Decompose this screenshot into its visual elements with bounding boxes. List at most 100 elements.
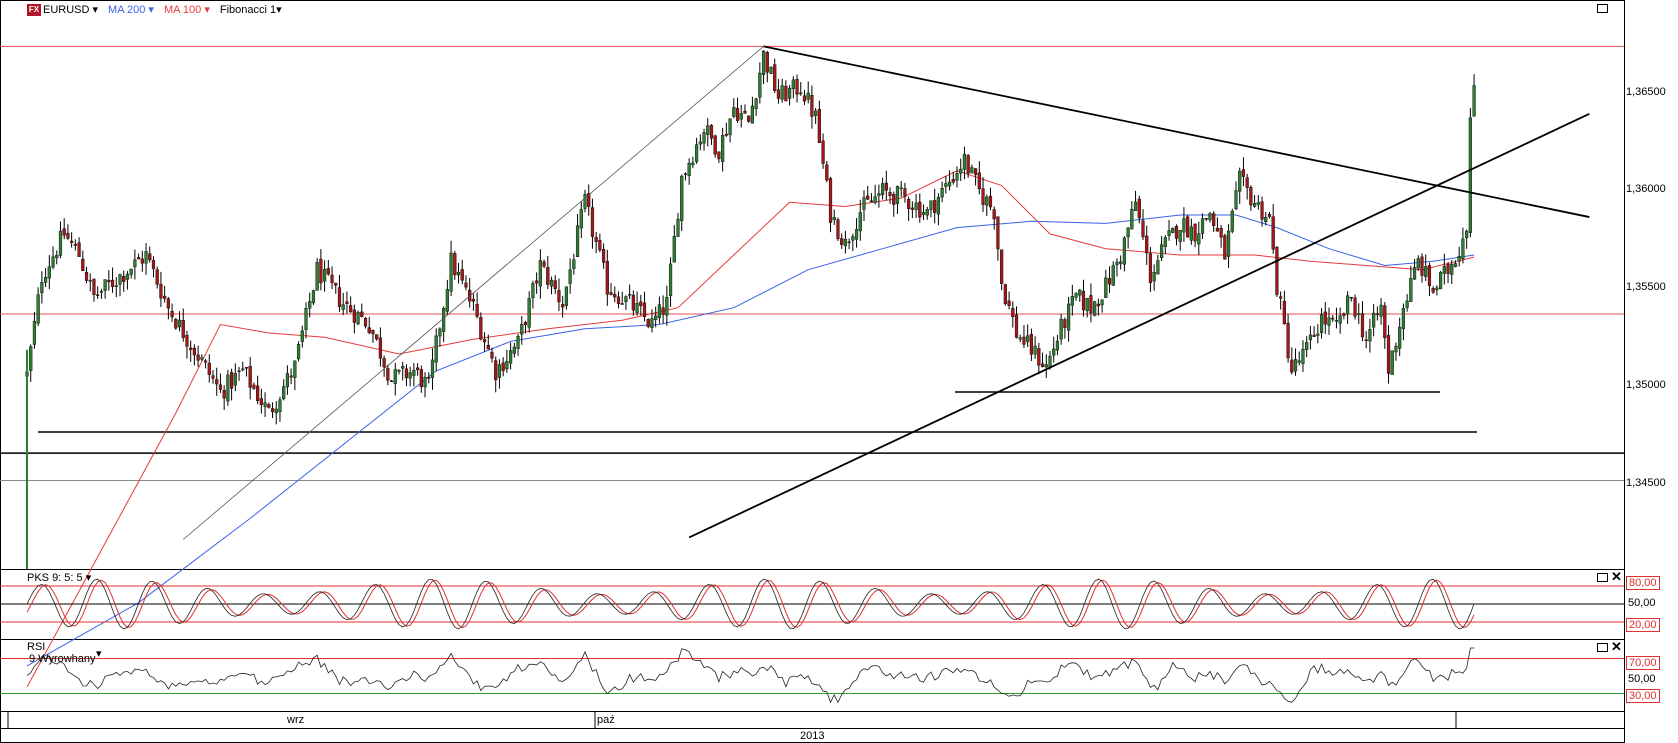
- candle-body: [724, 133, 728, 136]
- candle-body: [1029, 333, 1033, 355]
- candle-body: [1442, 265, 1446, 274]
- maximize-rsi-button[interactable]: [1597, 643, 1608, 652]
- candle-body: [732, 107, 736, 117]
- candle-body: [92, 278, 96, 295]
- candle-body: [1137, 198, 1141, 219]
- candle-body: [1104, 277, 1108, 299]
- candle-body: [713, 135, 717, 155]
- fibonacci-selector[interactable]: Fibonacci 1▾: [220, 3, 282, 16]
- candle-body: [1260, 201, 1264, 220]
- symbol-selector[interactable]: EURUSD ▾: [43, 3, 98, 16]
- candle-body: [639, 301, 643, 307]
- chevron-down-icon: ▾: [92, 4, 99, 16]
- candle-body: [1171, 227, 1175, 233]
- candle-body: [114, 285, 118, 287]
- candle-body: [1316, 333, 1320, 336]
- candle-body: [490, 351, 494, 359]
- candle-body: [1264, 216, 1268, 223]
- stoch-level-50: 50,00: [1628, 597, 1656, 609]
- candle-body: [1394, 345, 1398, 353]
- candle-body: [933, 200, 937, 213]
- candle-body: [32, 321, 37, 345]
- candle-body: [1130, 208, 1134, 230]
- stoch-signal-line: [26, 579, 1475, 629]
- trendlines: [182, 45, 1590, 540]
- candle-body: [1334, 320, 1339, 322]
- candle-body: [1427, 265, 1432, 286]
- candle-body: [96, 294, 100, 296]
- candle-body: [1115, 261, 1119, 266]
- candle-body: [215, 379, 219, 385]
- close-rsi-icon[interactable]: ✕: [1611, 639, 1622, 654]
- candle-body: [196, 354, 200, 361]
- candle-body: [620, 303, 624, 305]
- candle-body: [185, 335, 189, 347]
- candle-body: [229, 372, 234, 389]
- rsi-subtitle: 9 Wyrowhany: [29, 653, 96, 665]
- candle-body: [646, 319, 650, 327]
- candle-body: [1089, 295, 1093, 314]
- candle-body: [296, 344, 301, 360]
- candle-body: [1100, 299, 1104, 306]
- candle-body: [910, 207, 914, 210]
- stoch-level-80: 80,00: [1626, 576, 1660, 590]
- candle-body: [881, 183, 885, 195]
- candle-body: [1301, 348, 1305, 364]
- stoch-header[interactable]: PKS 9: 5: 5 ▾: [27, 571, 91, 584]
- candle-body: [821, 140, 825, 164]
- candle-body: [791, 79, 795, 89]
- candle-body: [1282, 300, 1286, 325]
- rsi-level-30: 30,00: [1626, 689, 1660, 703]
- candle-body: [375, 334, 379, 340]
- candle-body: [739, 113, 743, 120]
- candle-body: [315, 262, 319, 291]
- ma200-selector[interactable]: MA 200 ▾: [108, 3, 154, 16]
- candle-body: [795, 79, 799, 95]
- candle-body: [148, 253, 152, 261]
- candle-body: [464, 282, 468, 288]
- candle-body: [974, 168, 978, 175]
- candle-body: [1364, 339, 1368, 341]
- month-label-paz: paź: [597, 714, 615, 726]
- stoch-level-20: 20,00: [1626, 618, 1660, 632]
- maximize-price-panel-button[interactable]: [1597, 4, 1608, 13]
- candle-body: [947, 181, 952, 187]
- candle-body: [1033, 345, 1037, 355]
- candle-body: [367, 327, 371, 334]
- candle-body: [758, 72, 762, 98]
- candle-body: [691, 162, 695, 166]
- chevron-down-icon[interactable]: ▾: [96, 648, 102, 660]
- candle-body: [1011, 308, 1015, 317]
- candle-body: [561, 304, 565, 308]
- candle-body: [650, 318, 654, 329]
- candle-body: [163, 295, 167, 299]
- candle-body: [1119, 261, 1123, 264]
- ma100-selector[interactable]: MA 100 ▾: [164, 3, 210, 16]
- candle-body: [1453, 263, 1458, 267]
- candle-body: [1357, 313, 1361, 315]
- candle-body: [501, 362, 505, 371]
- candle-body: [401, 366, 405, 369]
- candle-body: [1223, 235, 1227, 260]
- fx-logo-icon: FX: [27, 4, 41, 16]
- candle-body: [70, 240, 74, 243]
- candle-body: [1327, 317, 1331, 326]
- candle-body: [918, 201, 922, 218]
- maximize-stoch-button[interactable]: [1597, 573, 1608, 582]
- candle-body: [393, 369, 397, 384]
- candle-body: [1450, 263, 1454, 275]
- candle-body: [884, 182, 888, 191]
- candle-body: [1219, 227, 1223, 238]
- candle-body: [382, 358, 386, 368]
- candle-body: [1159, 244, 1164, 259]
- candle-body: [62, 228, 66, 236]
- close-stoch-icon[interactable]: ✕: [1611, 569, 1622, 584]
- rsi-header[interactable]: RSI: [27, 641, 45, 653]
- candle-body: [360, 311, 364, 317]
- candle-body: [1465, 230, 1469, 238]
- candle-body: [211, 375, 215, 379]
- candle-body: [1182, 218, 1186, 233]
- candle-body: [572, 259, 576, 269]
- candle-body: [546, 267, 550, 285]
